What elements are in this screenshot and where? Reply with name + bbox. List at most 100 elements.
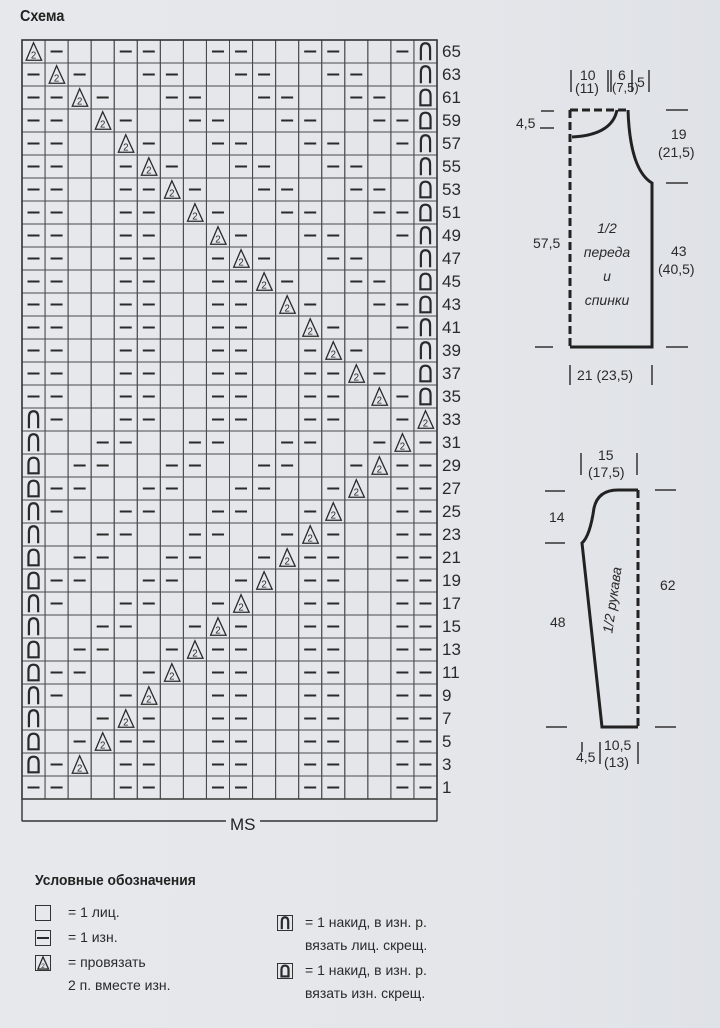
yarn-over-knit-symbol-icon: [280, 916, 290, 930]
p2tog-symbol-icon: 2: [417, 409, 435, 429]
p2tog-symbol-icon: 2: [140, 685, 158, 705]
yarn-over-purl-symbol-icon: [419, 203, 432, 222]
row-number: 51: [442, 203, 461, 222]
chart-row: 2: [21, 706, 438, 731]
chart-row: 2: [21, 200, 438, 225]
row-number: 15: [442, 617, 461, 636]
p2tog-symbol-icon: 2: [163, 179, 181, 199]
svg-text:2: 2: [238, 257, 243, 268]
yarn-over-knit-symbol-icon: [27, 709, 40, 728]
body-dim-armhole-alt: (21,5): [658, 144, 695, 160]
purl-symbol-icon: [35, 930, 51, 946]
p2tog-symbol-icon: 2: [255, 271, 274, 291]
yarn-over-purl-symbol-icon: [419, 387, 432, 406]
yarn-over-purl-symbol-icon: [419, 272, 432, 291]
body-outline: [570, 109, 654, 349]
svg-text:2: 2: [169, 188, 174, 199]
body-caption-1: 1/2: [597, 220, 617, 236]
p2tog-symbol-icon: 2: [140, 156, 158, 176]
p2tog-symbol-icon: 2: [94, 110, 112, 130]
yarn-over-knit-symbol-icon: [419, 134, 432, 153]
svg-text:2: 2: [261, 579, 266, 590]
yarn-over-purl-symbol-icon: [419, 180, 432, 199]
row-number: 1: [442, 778, 452, 797]
p2tog-symbol-icon: 2: [36, 955, 50, 970]
svg-text:2: 2: [192, 211, 197, 222]
legend-yo-purl-text-2: вязать изн. скрещ.: [305, 985, 426, 1001]
p2tog-symbol-icon: 2: [117, 133, 135, 153]
p2tog-symbol-icon: 2: [71, 87, 89, 107]
yarn-over-knit-symbol-icon: [419, 65, 432, 84]
chart-title: Схема: [20, 8, 65, 25]
yarn-over-purl-symbol-icon: [419, 364, 432, 383]
body-dim-neck-depth: 4,5: [516, 115, 536, 131]
body-dim-top-left-alt: (11): [575, 80, 599, 96]
svg-text:2: 2: [41, 963, 45, 970]
legend-p2tog-text-2: 2 п. вместе изн.: [68, 977, 171, 993]
yarn-over-knit-symbol-icon: [419, 157, 432, 176]
yarn-over-purl-symbol-icon: [280, 964, 290, 978]
svg-text:2: 2: [77, 96, 82, 107]
svg-text:2: 2: [308, 533, 313, 544]
legend-yo-purl-text-1: = 1 накид, в изн. р.: [305, 962, 427, 978]
p2tog-symbol-icon: 2: [117, 708, 135, 728]
body-dim-side: 43: [671, 243, 687, 259]
svg-text:2: 2: [146, 165, 151, 176]
p2tog-symbol-icon: 2: [35, 955, 51, 971]
row-number: 59: [442, 111, 461, 130]
row-number: 61: [442, 88, 461, 107]
body-caption-4: спинки: [584, 292, 630, 308]
yarn-over-knit-symbol-icon: [27, 433, 40, 452]
row-number: 9: [442, 686, 452, 705]
sleeve-dim-top-alt: (17,5): [588, 464, 625, 480]
yarn-over-purl-symbol-icon: [27, 571, 40, 590]
row-number: 25: [442, 502, 461, 521]
p2tog-symbol-icon: 2: [301, 524, 320, 544]
yarn-over-knit-symbol-icon: [27, 525, 40, 544]
yarn-over-knit-symbol-icon: [419, 226, 432, 245]
svg-text:2: 2: [215, 234, 220, 245]
legend-purl-text: = 1 изн.: [68, 929, 118, 945]
yarn-over-purl-symbol-icon: [419, 295, 432, 314]
yarn-over-knit-symbol-icon: [277, 915, 293, 931]
row-number: 45: [442, 272, 461, 291]
yarn-over-knit-symbol-icon: [419, 318, 432, 337]
svg-text:2: 2: [284, 303, 289, 314]
p2tog-symbol-icon: 2: [371, 455, 389, 475]
row-number: 39: [442, 341, 461, 360]
row-number: 37: [442, 364, 461, 383]
svg-text:2: 2: [169, 671, 174, 682]
p2tog-symbol-icon: 2: [301, 317, 320, 337]
svg-text:2: 2: [77, 763, 82, 774]
p2tog-symbol-icon: 2: [186, 639, 205, 659]
sleeve-dim-bottom: 10,5: [604, 737, 632, 753]
body-dimension-ticks: [535, 70, 688, 385]
body-dim-total-height: 57,5: [533, 235, 561, 251]
yarn-over-purl-symbol-icon: [277, 963, 293, 979]
yarn-over-knit-symbol-icon: [419, 341, 432, 360]
sleeve-dim-total: 62: [660, 577, 676, 593]
row-number: 7: [442, 709, 452, 728]
svg-text:2: 2: [331, 510, 336, 521]
p2tog-symbol-icon: 2: [232, 593, 251, 613]
row-number: 23: [442, 525, 461, 544]
sleeve-outline: [580, 488, 638, 729]
p2tog-symbol-icon: 2: [347, 363, 366, 383]
body-neck-curve: [571, 109, 619, 139]
row-number: 29: [442, 456, 461, 475]
svg-text:2: 2: [146, 694, 151, 705]
row-number: 41: [442, 318, 461, 337]
row-number: 21: [442, 548, 461, 567]
yarn-over-purl-symbol-icon: [27, 755, 40, 774]
svg-text:2: 2: [123, 717, 128, 728]
row-number: 33: [442, 410, 461, 429]
p2tog-symbol-icon: 2: [94, 731, 112, 751]
svg-text:2: 2: [308, 326, 313, 337]
row-number: 35: [442, 387, 461, 406]
sleeve-dim-top: 15: [598, 447, 614, 463]
legend-knit-text: = 1 лиц.: [68, 904, 120, 920]
body-caption-3: и: [603, 268, 611, 284]
svg-text:2: 2: [100, 119, 105, 130]
